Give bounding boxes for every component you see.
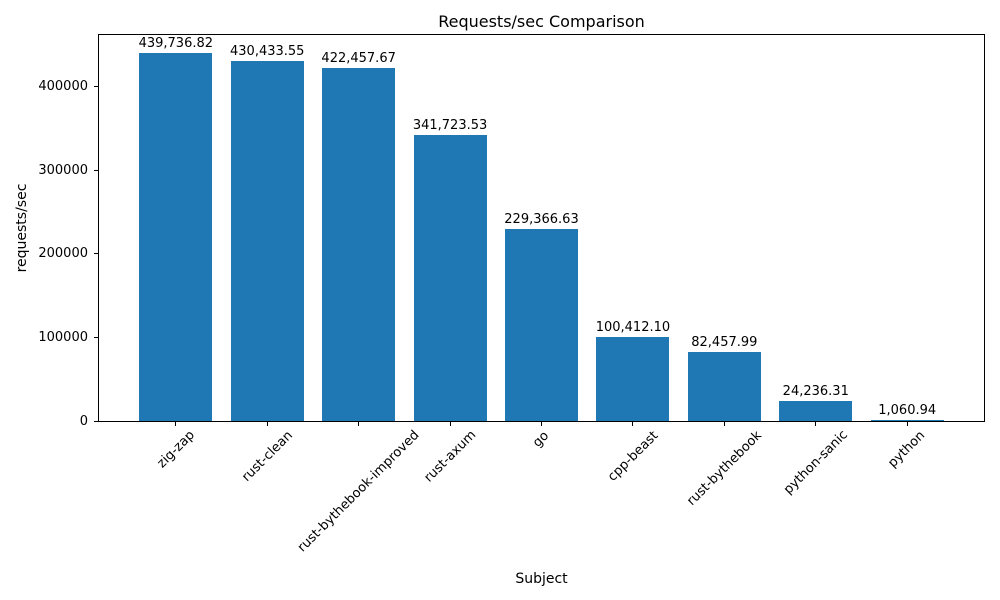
x-tick-label: python-sanic bbox=[780, 427, 851, 498]
bar-value-label: 24,236.31 bbox=[782, 383, 849, 399]
bar bbox=[870, 420, 944, 421]
bar-value-label: 1,060.94 bbox=[878, 403, 937, 418]
x-tick bbox=[632, 422, 634, 426]
x-tick bbox=[175, 422, 177, 426]
bar bbox=[139, 53, 213, 421]
x-tick-label: rust-axum bbox=[421, 427, 479, 486]
x-tick-label: go bbox=[530, 427, 553, 451]
y-tick-label: 100000 bbox=[38, 329, 88, 345]
x-tick-label: cpp-beast bbox=[604, 427, 662, 485]
x-axis-label: Subject bbox=[515, 571, 568, 587]
bar bbox=[322, 67, 396, 421]
bar-value-label: 229,366.63 bbox=[504, 212, 579, 228]
x-tick bbox=[541, 422, 542, 426]
y-tick-label: 300000 bbox=[38, 162, 88, 178]
bar bbox=[413, 135, 487, 421]
bar bbox=[687, 352, 761, 421]
x-tick bbox=[358, 422, 360, 426]
x-tick-label: python bbox=[885, 427, 929, 471]
x-tick-label: rust-bythebook bbox=[683, 427, 765, 509]
bar-value-label: 82,457.99 bbox=[691, 335, 758, 351]
bar-value-label: 341,723.53 bbox=[412, 118, 488, 134]
bar-value-label: 422,457.67 bbox=[321, 50, 396, 66]
y-tick-label: 400000 bbox=[38, 79, 88, 95]
x-tick bbox=[906, 422, 908, 426]
y-tick bbox=[94, 336, 98, 338]
y-tick-label: 0 bbox=[79, 413, 88, 429]
bar bbox=[230, 61, 304, 421]
y-tick bbox=[94, 169, 98, 171]
x-tick-label: zig-zap bbox=[154, 427, 198, 472]
y-tick bbox=[94, 86, 98, 88]
y-tick bbox=[94, 253, 98, 255]
y-tick bbox=[94, 420, 98, 422]
chart-title: Requests/sec Comparison bbox=[438, 12, 645, 31]
y-tick-label: 200000 bbox=[38, 246, 88, 262]
bar bbox=[779, 400, 853, 421]
x-tick bbox=[723, 422, 725, 426]
plot-area: 439,736.82 430,433.55 422,457.67 341,723.53… bbox=[98, 34, 985, 422]
bar bbox=[504, 229, 579, 421]
x-tick-label: rust-bythebook-improved bbox=[294, 427, 423, 556]
x-tick-label: rust-clean bbox=[238, 427, 296, 485]
bar-value-label: 430,433.55 bbox=[230, 44, 305, 60]
bar bbox=[596, 337, 670, 421]
x-tick bbox=[266, 422, 268, 426]
bar-value-label: 439,736.82 bbox=[138, 36, 214, 52]
bar-value-label: 100,412.10 bbox=[595, 320, 671, 336]
x-tick bbox=[449, 422, 451, 426]
x-tick bbox=[815, 422, 817, 426]
